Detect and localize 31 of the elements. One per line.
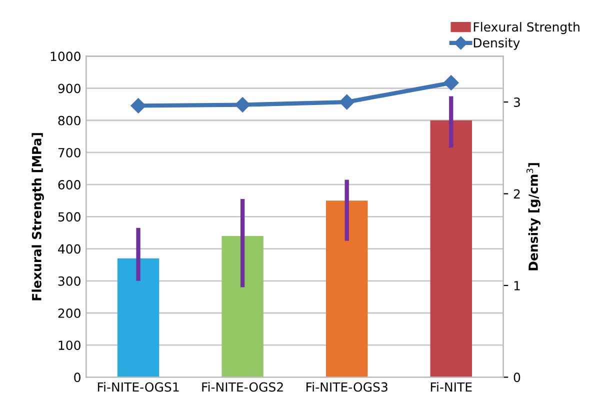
point bbox=[339, 94, 354, 110]
y-tick-label: 1000 bbox=[50, 52, 80, 62]
y-tick-label: 600 bbox=[58, 180, 80, 190]
y-tick-label: 200 bbox=[58, 308, 80, 318]
y-tick-label: 100 bbox=[58, 340, 80, 350]
y2-tick-label: 1 bbox=[514, 281, 520, 290]
y-tick-label: 0 bbox=[74, 372, 80, 382]
point bbox=[444, 75, 459, 90]
y-axis-title: Flexural Strength [MPa] bbox=[32, 133, 44, 300]
y-tick-label: 400 bbox=[58, 244, 80, 254]
bar bbox=[117, 258, 160, 378]
y2-tick-label: 2 bbox=[514, 189, 520, 199]
x-tick-label: Fi-NITE-OGS3 bbox=[306, 382, 388, 392]
legend-label: Density bbox=[474, 38, 520, 50]
x-tick-label: Fi-NITE bbox=[430, 382, 472, 392]
y-tick-label: 700 bbox=[58, 148, 80, 158]
point bbox=[130, 98, 146, 114]
legend-label: Flexural Strength bbox=[474, 22, 580, 34]
y-tick-label: 800 bbox=[58, 116, 80, 126]
y2-tick-label: 0 bbox=[514, 372, 520, 382]
point bbox=[234, 97, 250, 112]
bar bbox=[430, 120, 472, 378]
y2-tick-label: 3 bbox=[514, 98, 520, 107]
bar bbox=[222, 236, 264, 378]
x-tick-label: Fi-NITE-OGS2 bbox=[202, 382, 283, 392]
bar bbox=[326, 200, 368, 378]
y-tick-label: 900 bbox=[58, 84, 80, 94]
y2-axis-title: Density [g/cm$^{3}$] bbox=[526, 163, 540, 270]
y-tick-label: 300 bbox=[58, 276, 80, 286]
x-tick-label: Fi-NITE-OGS1 bbox=[98, 382, 179, 392]
y-tick-label: 500 bbox=[58, 212, 80, 222]
